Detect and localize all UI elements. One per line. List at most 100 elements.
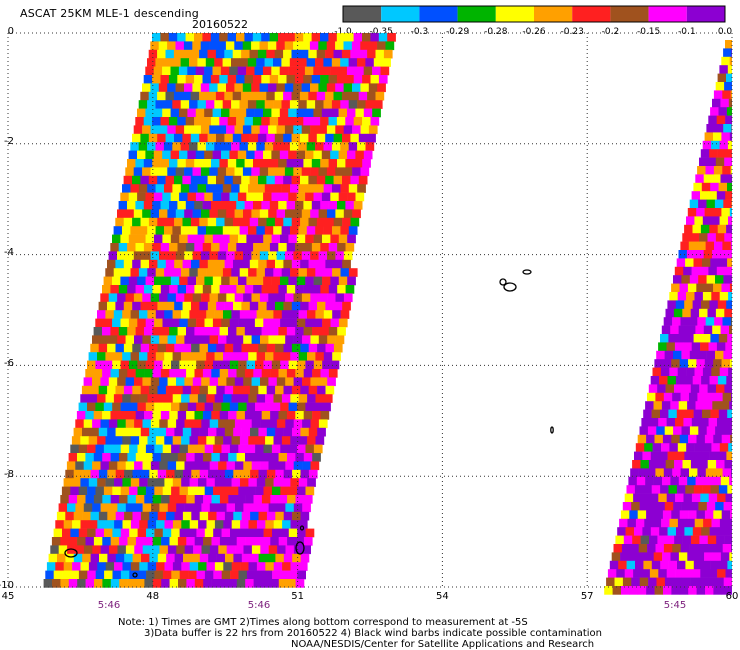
swath-pixel [143, 201, 153, 210]
swath-pixel [172, 352, 182, 361]
swath-pixel [320, 117, 329, 126]
swath-pixel [291, 49, 301, 59]
swath-pixel [108, 461, 118, 471]
swath-pixel [686, 518, 695, 528]
swath-pixel [316, 217, 326, 227]
swath-pixel [165, 217, 175, 227]
swath-pixel [303, 117, 312, 126]
swath-pixel [328, 159, 338, 168]
swath-pixel [707, 535, 717, 545]
swath-pixel [202, 117, 212, 126]
swath-pixel [104, 528, 113, 538]
swath-pixel [150, 461, 160, 471]
swath-pixel [132, 343, 141, 353]
swath-pixel [190, 49, 200, 59]
swath-pixel [622, 577, 632, 587]
swath-pixel [263, 150, 272, 160]
swath-pixel [269, 201, 279, 210]
swath-pixel [311, 159, 321, 168]
swath-pixel [353, 159, 363, 168]
swath-pixel [119, 579, 128, 588]
swath-pixel [662, 434, 672, 444]
swath-pixel [696, 208, 705, 217]
swath-pixel [234, 41, 243, 51]
swath-pixel [727, 409, 732, 419]
swath-pixel [719, 560, 728, 570]
swath-pixel [286, 159, 296, 168]
swath-pixel [689, 392, 698, 402]
swath-pixel [358, 175, 368, 185]
swath-pixel [197, 394, 207, 403]
swath-pixel [313, 66, 322, 76]
swath-pixel [357, 142, 366, 151]
swath-pixel [187, 192, 197, 202]
swath-pixel [187, 318, 197, 328]
swath-pixel [182, 91, 191, 101]
swath-pixel [318, 377, 328, 387]
swath-pixel [105, 478, 115, 487]
swath-pixel [241, 259, 251, 269]
swath-pixel [683, 569, 693, 578]
swath-pixel [674, 266, 684, 276]
swath-pixel [706, 502, 716, 511]
swath-pixel [80, 478, 90, 487]
swath-pixel [284, 167, 294, 177]
colorbar-label: 0.0 [717, 27, 733, 37]
swath-pixel [296, 150, 306, 160]
swath-pixel [698, 577, 708, 587]
swath-pixel [102, 327, 111, 336]
swath-pixel [209, 293, 219, 303]
swath-pixel [630, 544, 639, 553]
swath-pixel [686, 443, 695, 452]
swath-pixel [313, 150, 323, 160]
swath-pixel [218, 419, 227, 429]
swath-pixel [192, 41, 201, 51]
swath-pixel [717, 300, 727, 310]
swath-pixel [254, 150, 264, 160]
swath-pixel [714, 544, 723, 553]
swath-pixel [713, 434, 722, 444]
swath-pixel [107, 427, 116, 437]
swath-pixel [249, 301, 259, 311]
swath-pixel [310, 167, 319, 177]
swath-pixel [239, 226, 249, 235]
swath-pixel [724, 233, 733, 242]
swath-pixel [685, 485, 694, 494]
swath-pixel [245, 495, 254, 504]
swath-pixel [169, 285, 178, 294]
swath-pixel [358, 49, 368, 59]
swath-pixel [719, 140, 729, 150]
swath-pixel [285, 545, 295, 555]
swath-pixel [696, 359, 706, 368]
swath-pixel [330, 192, 339, 202]
swath-pixel [717, 224, 727, 234]
swath-pixel [294, 117, 304, 126]
swath-pixel [87, 360, 96, 370]
swath-pixel [299, 91, 309, 101]
swath-pixel [149, 469, 158, 479]
swath-pixel [214, 100, 223, 109]
swath-pixel [232, 49, 242, 59]
swath-pixel [638, 544, 648, 553]
swath-pixel [692, 300, 702, 310]
swath-pixel [680, 392, 690, 402]
swath-pixel [128, 234, 138, 244]
swath-pixel [169, 201, 178, 210]
swath-pixel [723, 426, 732, 436]
swath-pixel [244, 75, 254, 84]
swath-pixel [694, 292, 704, 301]
swath-pixel [604, 586, 613, 595]
swath-pixel [196, 444, 205, 454]
swath-pixel [230, 570, 239, 580]
swath-pixel [331, 100, 341, 109]
swath-pixel [171, 486, 180, 496]
swath-pixel [92, 461, 101, 471]
swath-pixel [380, 66, 390, 76]
swath-pixel [182, 175, 192, 185]
swath-pixel [273, 268, 282, 277]
swath-pixel [203, 537, 212, 546]
swath-pixel [78, 402, 88, 412]
swath-pixel [240, 562, 249, 571]
swath-pixel [295, 495, 305, 504]
swath-pixel [142, 83, 151, 93]
